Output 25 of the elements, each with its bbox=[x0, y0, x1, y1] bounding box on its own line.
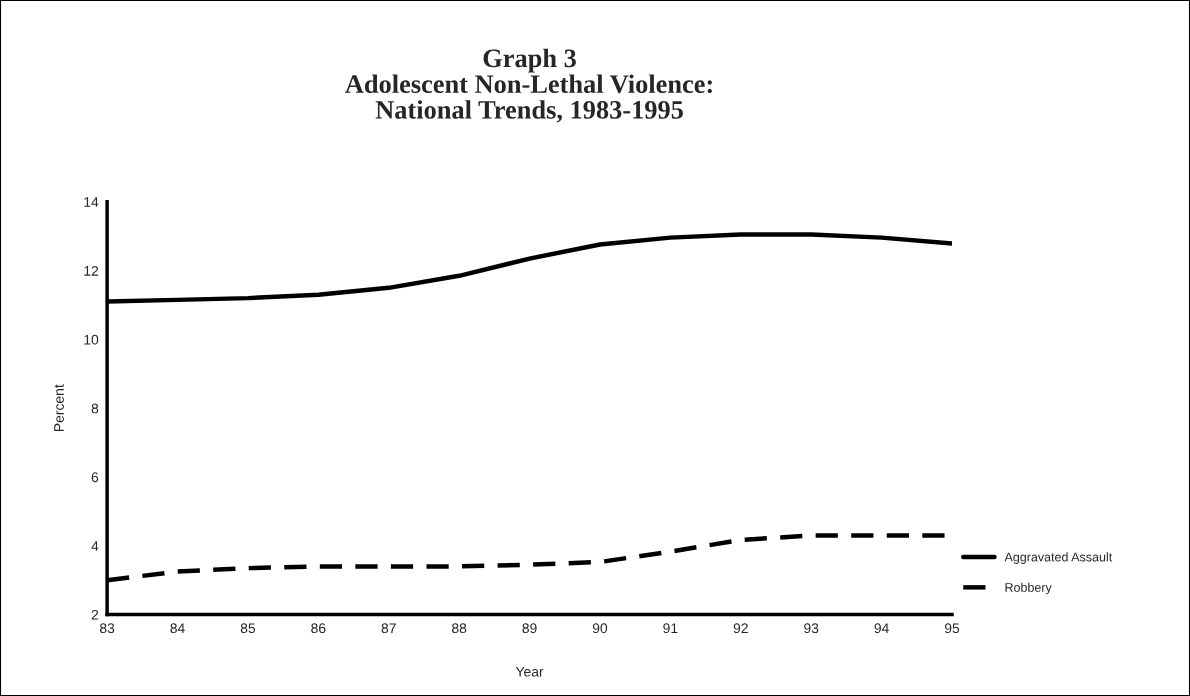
x-tick-label: 84 bbox=[170, 623, 185, 634]
x-tick-label: 86 bbox=[311, 623, 326, 634]
chart-title: Graph 3 Adolescent Non-Lethal Violence: National Trends, 1983-1995 bbox=[345, 48, 712, 123]
x-tick-label: 83 bbox=[99, 623, 115, 634]
y-tick-label: 2 bbox=[91, 609, 99, 620]
y-tick-label: 12 bbox=[84, 265, 99, 276]
legend-label: Aggravated Assault bbox=[1004, 552, 1113, 564]
y-tick-label: 4 bbox=[91, 541, 99, 551]
x-tick-label: 95 bbox=[944, 623, 960, 634]
x-tick-label: 90 bbox=[592, 623, 608, 634]
x-tick-label: 89 bbox=[522, 623, 537, 634]
x-tick-label: 91 bbox=[663, 623, 678, 634]
x-tick-label: 94 bbox=[874, 623, 889, 634]
x-tick-label: 92 bbox=[733, 623, 748, 634]
y-axis-title: Percent bbox=[54, 384, 64, 431]
x-tick-label: 88 bbox=[452, 623, 467, 634]
x-tick-label: 85 bbox=[240, 623, 256, 634]
y-tick-label: 14 bbox=[84, 197, 99, 207]
y-tick-label: 6 bbox=[91, 472, 99, 483]
x-tick-label: 93 bbox=[804, 623, 819, 634]
y-tick-label: 8 bbox=[91, 403, 99, 414]
x-axis-title: Year bbox=[515, 666, 544, 677]
legend-label: Robbery bbox=[1005, 582, 1052, 595]
y-tick-label: 10 bbox=[84, 334, 99, 345]
x-tick-label: 87 bbox=[381, 623, 396, 634]
